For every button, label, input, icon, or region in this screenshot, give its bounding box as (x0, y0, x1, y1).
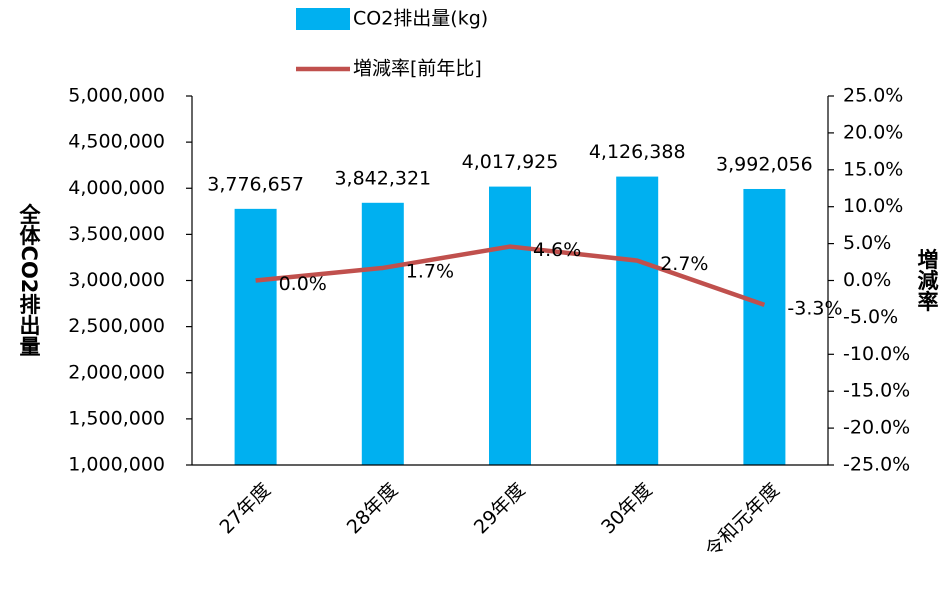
y-tick-label: 4,000,000 (68, 177, 165, 199)
y2-tick-label: 0.0% (843, 269, 891, 291)
y2-axis-title: 増減率 (915, 248, 939, 313)
y2-tick-label: 15.0% (843, 158, 903, 180)
x-tick-label: 27年度 (215, 479, 275, 539)
y2-tick-label: -5.0% (843, 306, 898, 328)
y2-tick-label: 5.0% (843, 232, 891, 254)
data-label: 0.0% (279, 273, 327, 295)
y-tick-label: 5,000,000 (68, 85, 165, 107)
x-tick-label: 28年度 (343, 479, 403, 539)
data-label: 4,126,388 (589, 141, 686, 163)
data-label: 4.6% (533, 239, 581, 261)
line (255, 244, 766, 307)
legend-swatch (296, 8, 350, 30)
bar (361, 202, 404, 465)
y-axis-title: 全体CO2排出量 (17, 203, 42, 357)
data-label: 3,992,056 (716, 153, 813, 175)
y-tick-label: 2,500,000 (68, 315, 165, 337)
x-tick-label: 令和元年度 (701, 479, 784, 562)
y-tick-label: 1,500,000 (68, 407, 165, 429)
data-label: 1.7% (406, 260, 454, 282)
y-tick-label: 3,000,000 (68, 269, 165, 291)
x-tick-label: 30年度 (597, 479, 657, 539)
x-tick-label: 29年度 (470, 479, 530, 539)
legend-label: 増減率[前年比] (353, 58, 482, 80)
bar (489, 186, 531, 465)
bar (616, 176, 659, 466)
data-label: 3,776,657 (207, 173, 304, 195)
y-tick-label: 3,500,000 (68, 223, 165, 245)
y2-tick-label: 10.0% (843, 195, 903, 217)
y-tick-label: 4,500,000 (68, 131, 165, 153)
data-label: 2.7% (660, 253, 708, 275)
data-label: -3.3% (787, 297, 842, 319)
bar (743, 188, 786, 465)
y2-tick-label: -10.0% (843, 343, 910, 365)
y2-tick-label: -20.0% (843, 417, 910, 439)
bar (234, 208, 277, 465)
legend-label: CO2排出量(kg) (353, 8, 488, 30)
data-label: 4,017,925 (462, 151, 559, 173)
data-label: 3,842,321 (334, 167, 431, 189)
y2-tick-label: -15.0% (843, 380, 910, 402)
y-tick-label: 2,000,000 (68, 361, 165, 383)
y2-tick-label: -25.0% (843, 454, 910, 476)
y2-tick-label: 20.0% (843, 121, 903, 143)
y-tick-label: 1,000,000 (68, 454, 165, 476)
y2-tick-label: 25.0% (843, 85, 903, 107)
